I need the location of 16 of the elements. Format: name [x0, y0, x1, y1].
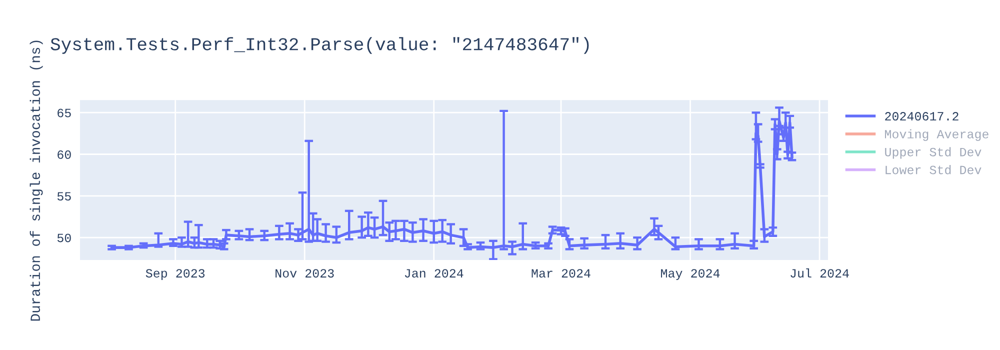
legend-label: 20240617.2 [885, 112, 958, 121]
x-tick-label: Jan 2024 [404, 269, 464, 278]
x-tick-label: Sep 2023 [146, 269, 205, 280]
y-tick-label: 50 [57, 234, 71, 242]
y-tick-label: 65 [58, 108, 71, 118]
chart-title: System.Tests.Perf_Int32.Parse(value: "2147483647") [50, 37, 589, 54]
x-tick-label: Nov 2023 [276, 269, 334, 278]
x-tick-label: Jul 2024 [790, 268, 849, 278]
x-tick-label: May 2024 [661, 269, 720, 280]
y-axis-title: Duration of single invocation (ns) [30, 40, 43, 321]
legend-label: Moving Average [885, 129, 988, 141]
legend-label: Upper Std Dev [885, 147, 982, 159]
y-tick-label: 55 [57, 192, 71, 201]
y-tick-label: 60 [58, 150, 71, 159]
legend-label: Lower Std Dev [886, 165, 982, 174]
x-tick-label: Mar 2024 [532, 269, 590, 278]
